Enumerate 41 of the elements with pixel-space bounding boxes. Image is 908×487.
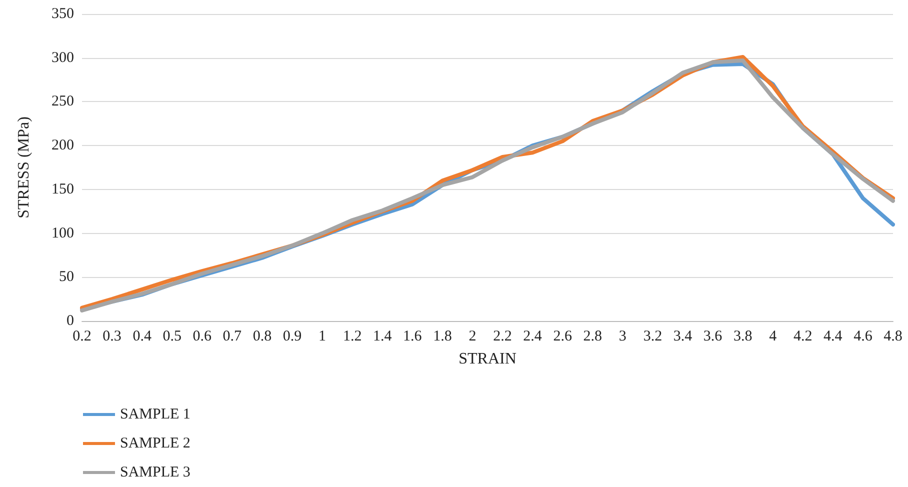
y-tick-label: 50 bbox=[59, 269, 74, 286]
x-tick-label: 2.4 bbox=[523, 328, 542, 344]
legend-label: SAMPLE 1 bbox=[120, 406, 190, 422]
y-tick-label: 300 bbox=[52, 50, 74, 66]
x-axis-title: STRAIN bbox=[458, 350, 517, 368]
x-tick-label: 1.4 bbox=[372, 328, 392, 344]
x-tick-label: 3.8 bbox=[733, 328, 752, 344]
x-tick-label: 4 bbox=[769, 328, 778, 344]
x-tick-label: 4.4 bbox=[824, 328, 843, 344]
x-tick-label: 2.6 bbox=[553, 328, 572, 344]
x-tick-label: 2.8 bbox=[583, 328, 602, 344]
x-tick-label: 1 bbox=[318, 328, 326, 344]
x-tick-label: 3.6 bbox=[703, 328, 723, 344]
x-tick-label: 3.4 bbox=[673, 328, 693, 344]
x-tick-label: 0.2 bbox=[72, 328, 92, 344]
y-tick-label: 0 bbox=[66, 313, 74, 329]
y-tick-label: 250 bbox=[52, 94, 74, 110]
x-tick-label: 4.8 bbox=[884, 328, 902, 344]
x-tick-label: 0.7 bbox=[222, 328, 242, 344]
x-tick-label: 3 bbox=[618, 328, 626, 344]
y-tick-label: 100 bbox=[52, 225, 74, 242]
x-tick-label: 2.2 bbox=[493, 328, 512, 344]
x-tick-label: 1.2 bbox=[342, 328, 362, 344]
y-axis-title: STRESS (MPa) bbox=[16, 116, 32, 218]
y-tick-label: 200 bbox=[52, 138, 74, 154]
legend-label: SAMPLE 2 bbox=[120, 436, 190, 452]
y-tick-label: 150 bbox=[52, 181, 74, 198]
x-tick-label: 1.8 bbox=[433, 328, 452, 344]
x-tick-label: 0.8 bbox=[252, 328, 272, 344]
x-tick-label: 0.9 bbox=[282, 328, 302, 344]
x-tick-label: 0.5 bbox=[162, 328, 182, 344]
x-tick-label: 0.3 bbox=[102, 328, 122, 344]
x-tick-label: 4.2 bbox=[794, 328, 812, 344]
x-tick-label: 1.6 bbox=[403, 328, 422, 344]
x-tick-label: 4.6 bbox=[854, 328, 873, 344]
y-tick-label: 350 bbox=[52, 6, 74, 22]
x-tick-label: 0.4 bbox=[132, 328, 152, 344]
x-tick-label: 2 bbox=[468, 328, 476, 344]
x-tick-label: 3.2 bbox=[643, 328, 662, 344]
x-tick-label: 0.6 bbox=[192, 328, 212, 344]
legend-label: SAMPLE 3 bbox=[120, 464, 190, 480]
